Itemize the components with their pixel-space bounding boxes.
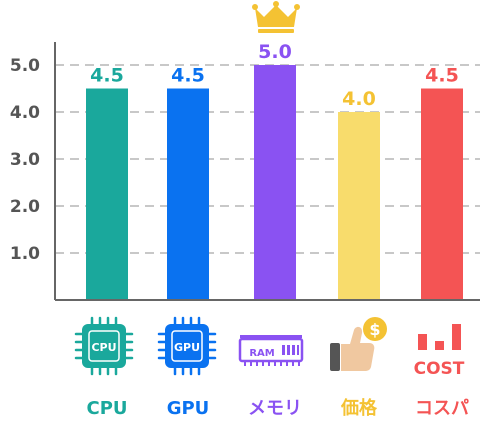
ram-icon-text: RAM	[249, 348, 274, 359]
bar	[86, 88, 128, 300]
bar	[421, 88, 463, 300]
gpu-icon-text: GPU	[174, 341, 200, 354]
data-labels: 4.5 4.5 5.0 4.0 4.5	[90, 41, 459, 110]
y-tick-label: 3.0	[10, 150, 40, 170]
ram-module-icon: RAM	[238, 335, 304, 366]
cost-bars-icon: COST	[414, 324, 465, 379]
y-tick-label: 4.0	[10, 103, 40, 123]
bar	[338, 112, 380, 300]
thumbs-up-coin-icon: $	[330, 317, 387, 371]
cpu-chip-icon: CPU	[74, 316, 134, 376]
cpu-icon-text: CPU	[91, 341, 116, 354]
bar	[254, 65, 296, 300]
cost-icon-text: COST	[414, 359, 465, 379]
y-tick-label: 5.0	[10, 56, 40, 76]
x-category-label: 価格	[340, 397, 378, 419]
x-category-label: GPU	[167, 398, 210, 419]
y-axis-tick-labels: 1.0 2.0 3.0 4.0 5.0	[10, 56, 40, 264]
bars	[86, 65, 463, 300]
coin-icon-text: $	[369, 320, 380, 339]
gpu-chip-icon: GPU	[157, 316, 217, 376]
data-label: 4.5	[425, 65, 459, 87]
y-tick-label: 2.0	[10, 197, 40, 217]
x-category-label: コスパ	[415, 398, 469, 419]
data-label: 5.0	[258, 41, 292, 63]
x-axis-category-labels: CPU GPU メモリ 価格 コスパ	[86, 397, 469, 419]
data-label: 4.5	[171, 65, 205, 87]
bar	[167, 88, 209, 300]
x-category-label: メモリ	[248, 398, 302, 419]
data-label: 4.5	[90, 65, 124, 87]
crown-icon	[252, 1, 300, 33]
y-tick-label: 1.0	[10, 244, 40, 264]
data-label: 4.0	[342, 88, 376, 110]
x-category-label: CPU	[86, 398, 127, 419]
